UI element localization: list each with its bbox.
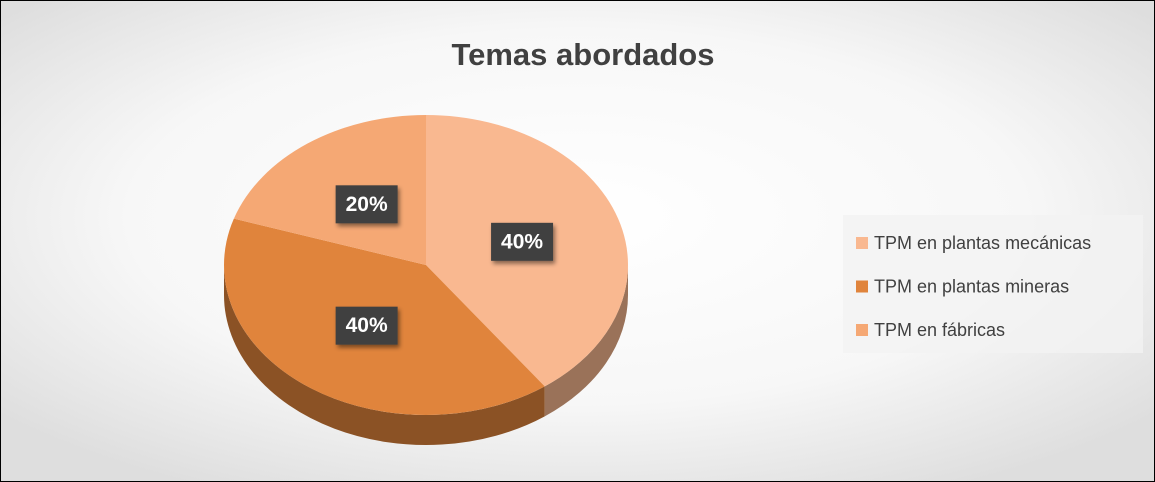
data-label: 40%	[346, 314, 388, 337]
legend-swatch	[856, 280, 868, 293]
slice-side	[544, 265, 628, 417]
slice	[233, 115, 426, 265]
legend-box	[843, 215, 1143, 353]
legend-swatch	[856, 237, 868, 249]
data-label-box	[335, 185, 398, 224]
slice-side	[224, 265, 545, 445]
legend-label: TPM en plantas mineras	[874, 276, 1069, 296]
data-label-box	[335, 306, 398, 345]
data-label: 40%	[501, 230, 543, 253]
chart-title: Temas abordados	[451, 37, 714, 72]
legend-label: TPM en fábricas	[874, 320, 1005, 340]
data-label: 20%	[346, 193, 388, 216]
legend-swatch	[856, 324, 868, 336]
legend-label: TPM en plantas mecánicas	[874, 233, 1091, 253]
data-label-box	[491, 222, 554, 261]
